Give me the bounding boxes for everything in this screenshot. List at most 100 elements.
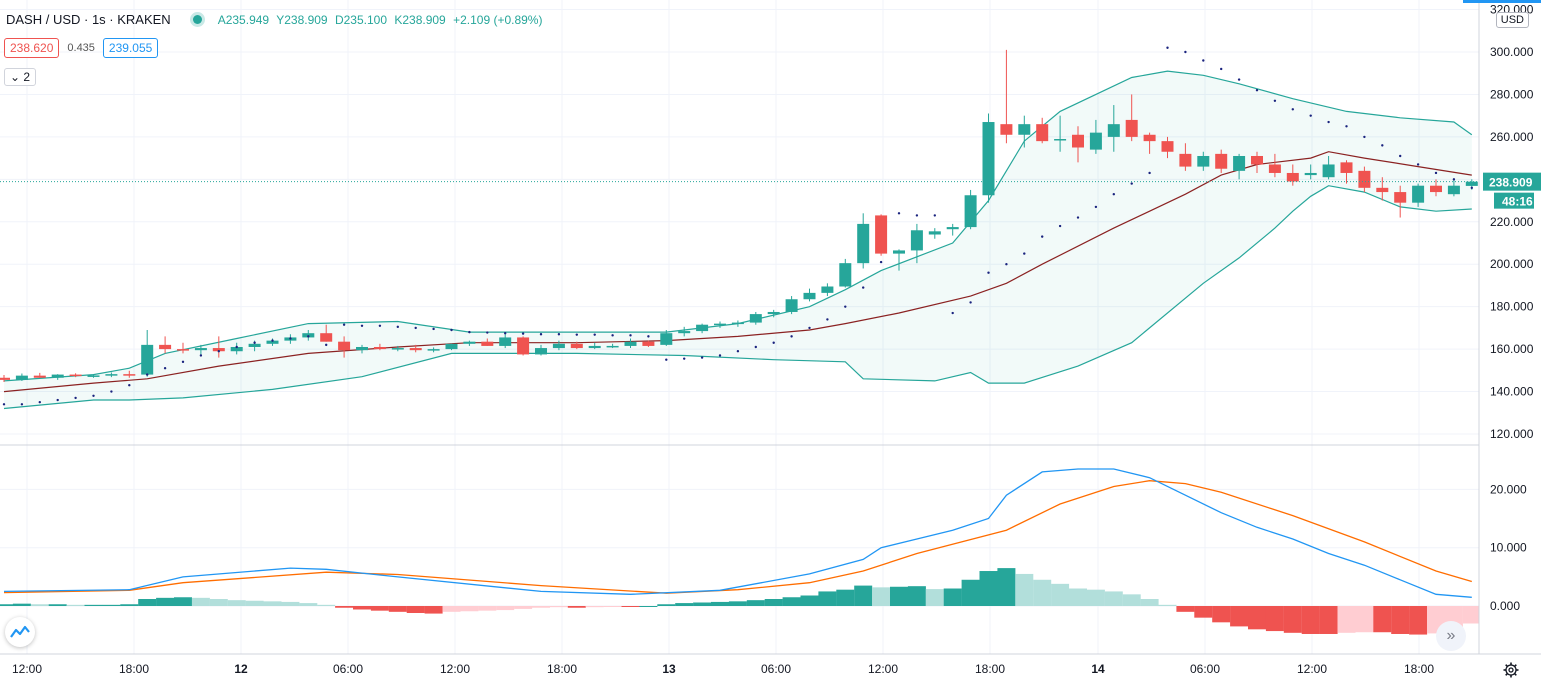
candle[interactable]: [123, 370, 136, 378]
candle[interactable]: [1161, 136, 1174, 159]
candle[interactable]: [660, 330, 673, 346]
sell-button[interactable]: 238.620: [4, 38, 60, 58]
candle[interactable]: [409, 344, 422, 353]
candle-body: [1161, 141, 1174, 152]
candle[interactable]: [749, 311, 762, 325]
candle[interactable]: [696, 323, 709, 334]
candle[interactable]: [1447, 179, 1460, 197]
candle[interactable]: [1089, 119, 1102, 154]
symbol-title[interactable]: DASH / USD · 1s · KRAKEN: [6, 12, 171, 27]
scroll-to-realtime-button[interactable]: »: [1436, 621, 1466, 651]
candle[interactable]: [159, 336, 172, 354]
price-tick-label: 200.000: [1490, 257, 1534, 271]
candle[interactable]: [946, 223, 959, 236]
candle-body: [1000, 124, 1013, 135]
candle[interactable]: [1233, 153, 1246, 180]
candle[interactable]: [839, 258, 852, 288]
candle[interactable]: [320, 324, 333, 342]
candle[interactable]: [105, 372, 118, 378]
candle[interactable]: [910, 223, 923, 264]
candle[interactable]: [427, 347, 440, 353]
candle[interactable]: [1179, 143, 1192, 171]
candle[interactable]: [463, 340, 476, 346]
sar-point: [611, 334, 614, 337]
candle[interactable]: [982, 113, 995, 203]
candle[interactable]: [356, 344, 368, 354]
candle[interactable]: [373, 343, 386, 351]
candle[interactable]: [1000, 49, 1013, 144]
candle[interactable]: [875, 214, 888, 256]
candle[interactable]: [1107, 105, 1120, 152]
candle[interactable]: [821, 283, 834, 297]
candle[interactable]: [1197, 151, 1210, 171]
candle[interactable]: [1286, 164, 1299, 186]
candle[interactable]: [1018, 115, 1031, 148]
price-axis[interactable]: [1479, 0, 1541, 687]
candle[interactable]: [1322, 155, 1335, 180]
buy-button[interactable]: 239.055: [102, 38, 159, 58]
candle[interactable]: [0, 375, 10, 383]
gear-icon[interactable]: [1500, 659, 1522, 681]
candle[interactable]: [338, 336, 351, 358]
candle[interactable]: [731, 320, 744, 327]
candle[interactable]: [552, 340, 565, 351]
candle[interactable]: [964, 189, 977, 230]
candle[interactable]: [678, 326, 691, 337]
candle-body: [1233, 155, 1246, 171]
sar-point: [1416, 163, 1420, 166]
candle[interactable]: [177, 342, 189, 354]
candle[interactable]: [1251, 151, 1263, 173]
candle[interactable]: [212, 336, 225, 358]
candle[interactable]: [33, 372, 46, 378]
candle[interactable]: [624, 338, 637, 349]
candle[interactable]: [1036, 117, 1049, 144]
candle[interactable]: [1430, 179, 1442, 197]
candle[interactable]: [714, 321, 726, 328]
candle-body: [1251, 155, 1263, 165]
candle[interactable]: [194, 344, 207, 355]
time-tick-label: 14: [1091, 662, 1105, 676]
candle[interactable]: [570, 341, 583, 350]
candle[interactable]: [1054, 115, 1067, 152]
candle[interactable]: [51, 374, 64, 380]
indicators-toggle[interactable]: ⌄ 2: [4, 68, 37, 86]
candle[interactable]: [642, 340, 655, 347]
candle[interactable]: [767, 309, 780, 318]
candle[interactable]: [1394, 185, 1407, 218]
candle[interactable]: [391, 345, 404, 352]
change-value: +2.109 (+0.89%): [453, 12, 543, 27]
candle[interactable]: [445, 343, 458, 351]
candle[interactable]: [893, 249, 905, 271]
candle[interactable]: [230, 342, 243, 355]
candle[interactable]: [69, 373, 82, 378]
macd-histogram-bar: [496, 606, 515, 611]
candle[interactable]: [1268, 153, 1281, 178]
candle[interactable]: [15, 373, 28, 381]
candle[interactable]: [87, 373, 100, 378]
candle[interactable]: [588, 342, 601, 350]
currency-badge[interactable]: USD: [1495, 12, 1529, 28]
close-value: K238.909: [394, 12, 446, 27]
candle[interactable]: [1143, 132, 1156, 154]
candle[interactable]: [1358, 166, 1371, 193]
candle[interactable]: [1304, 164, 1317, 180]
candle[interactable]: [928, 228, 941, 239]
candle[interactable]: [499, 332, 512, 349]
candle[interactable]: [785, 296, 798, 315]
candle[interactable]: [1412, 183, 1425, 207]
candle[interactable]: [1215, 149, 1228, 173]
candle[interactable]: [803, 288, 816, 302]
candle[interactable]: [1340, 160, 1353, 184]
candle[interactable]: [517, 336, 530, 356]
candle[interactable]: [1125, 94, 1138, 142]
candle[interactable]: [481, 338, 494, 346]
candle[interactable]: [1376, 177, 1389, 201]
candle[interactable]: [857, 213, 870, 269]
tradingview-logo-icon[interactable]: [5, 617, 35, 647]
candle[interactable]: [606, 343, 619, 349]
candle[interactable]: [535, 344, 547, 356]
candle[interactable]: [1072, 126, 1084, 163]
candle[interactable]: [141, 330, 154, 377]
candle-body: [1286, 172, 1299, 182]
